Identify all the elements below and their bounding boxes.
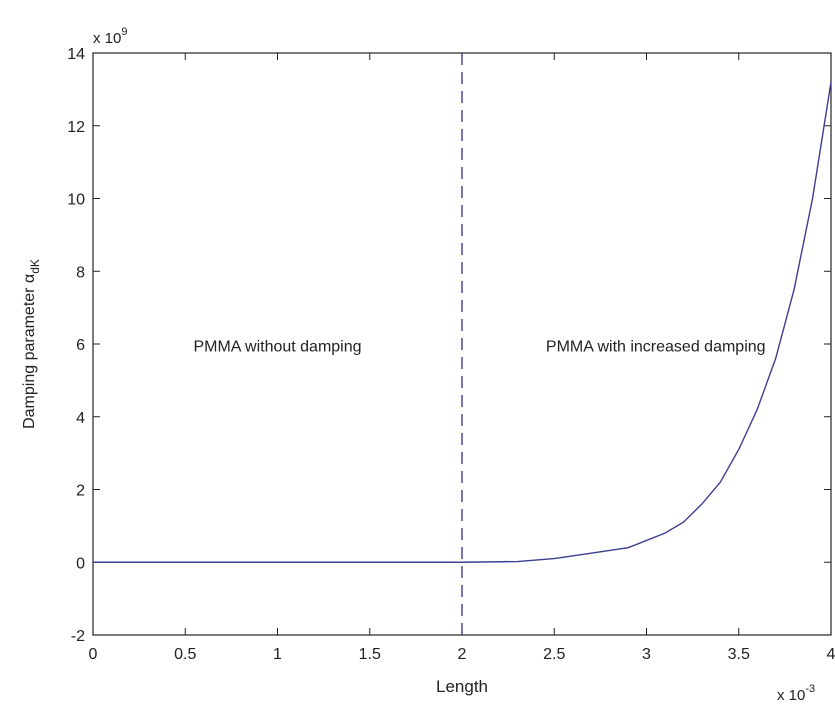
y-axis-ticks: -2 0 2 4 6 8 10 12 14 (67, 46, 831, 645)
y-tick-label: 12 (67, 119, 85, 136)
y-tick-label: 8 (76, 264, 85, 281)
x-tick-label: 1 (273, 646, 282, 663)
x-axis-ticks: 0 0.5 1 1.5 2 2.5 3 3.5 4 (89, 53, 835, 663)
damping-curve (93, 81, 832, 563)
y-tick-label: -2 (71, 628, 85, 645)
y-tick-label: 4 (76, 410, 85, 427)
y-tick-label: 6 (76, 337, 85, 354)
annotations: PMMA without damping PMMA with increased … (193, 338, 765, 355)
y-axis-label-main: Damping parameter α (21, 274, 38, 429)
x-exponent-label: x 10-3 (777, 683, 815, 704)
y-tick-label: 0 (76, 555, 85, 572)
annotation-label: PMMA without damping (193, 338, 361, 355)
x-tick-label: 3 (642, 646, 651, 663)
x-tick-label: 3.5 (728, 646, 750, 663)
x-tick-label: 2 (458, 646, 467, 663)
y-exponent-base: x 10 (93, 30, 121, 47)
x-axis-label: Length (436, 677, 488, 696)
x-tick-label: 2.5 (543, 646, 565, 663)
y-axis-label-subscript: dK (28, 259, 42, 274)
y-tick-label: 10 (67, 192, 85, 209)
annotation-label: PMMA with increased damping (546, 338, 766, 355)
x-exponent-base: x 10 (777, 687, 805, 704)
x-tick-label: 4 (827, 646, 835, 663)
x-tick-label: 0.5 (174, 646, 196, 663)
x-tick-label: 0 (89, 646, 98, 663)
x-exponent-power: -3 (805, 683, 815, 695)
y-tick-label: 14 (67, 46, 85, 63)
y-exponent-power: 9 (121, 26, 127, 38)
y-tick-label: 2 (76, 483, 85, 500)
y-axis-label: Damping parameter αdK (21, 259, 42, 429)
y-exponent-label: x 109 (93, 26, 127, 47)
x-tick-label: 1.5 (359, 646, 381, 663)
